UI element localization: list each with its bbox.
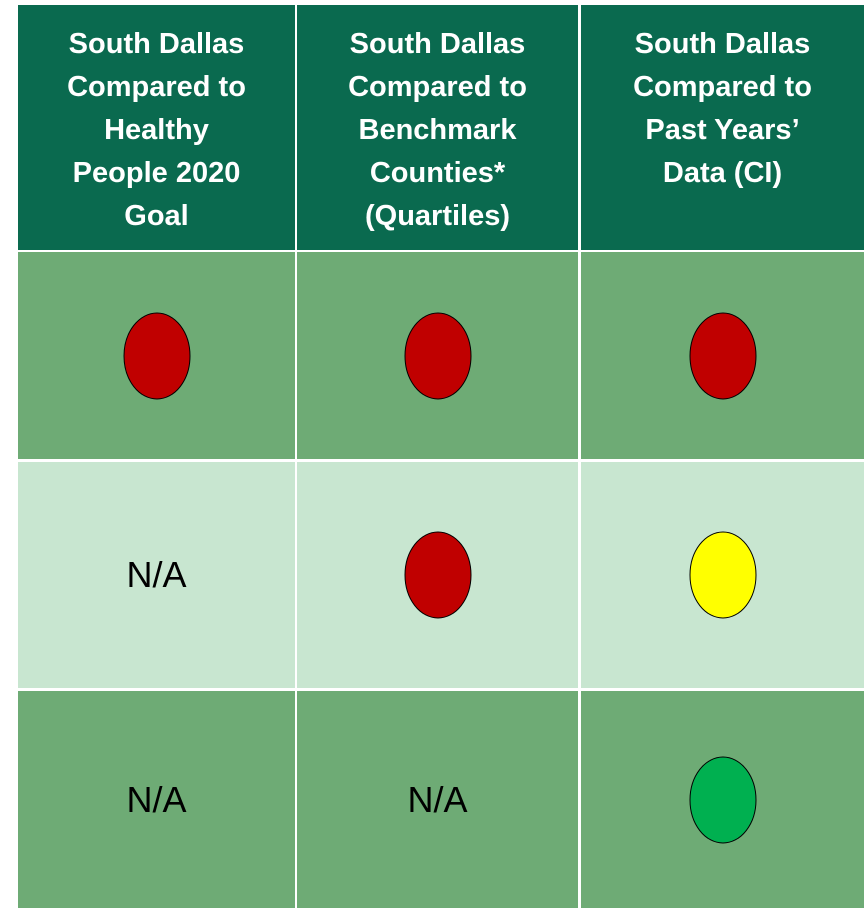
status-icon: [689, 312, 756, 399]
status-icon: [404, 531, 471, 619]
status-dot: [689, 756, 756, 843]
cell-text: N/A: [407, 778, 468, 820]
status-icon: [404, 312, 471, 399]
header-line: (Quartiles): [364, 200, 511, 232]
status-icon: [689, 756, 756, 843]
header-cell: South Dallas Compared to Past Years’ Data (…: [581, 5, 864, 250]
header-cell: South Dallas Compared to Healthy People 202…: [18, 5, 295, 250]
header-cell: South Dallas Compared to Benchmark Counties…: [297, 5, 578, 250]
cell-text: N/A: [126, 554, 187, 595]
header-line: Goal: [124, 200, 189, 232]
header-line: Compared to: [633, 71, 812, 103]
header-line: Compared to: [348, 71, 527, 103]
header-line: Compared to: [67, 71, 246, 103]
table-cell: [581, 691, 864, 908]
table-cell: N/A: [18, 691, 295, 908]
status-icon: [123, 312, 190, 399]
table-cell: [297, 252, 578, 459]
header-line: Benchmark: [358, 114, 517, 146]
status-icon: [689, 531, 756, 619]
header-line: South Dallas: [68, 28, 245, 60]
header-line: Counties*: [369, 157, 506, 189]
header-line: South Dallas: [349, 28, 526, 60]
header-line: Data (CI): [662, 157, 783, 189]
cell-text: N/A: [126, 778, 187, 820]
table-cell: [18, 252, 295, 459]
header-line: Past Years’: [645, 114, 800, 146]
status-dot: [689, 312, 756, 399]
table-cell: N/A: [18, 462, 295, 688]
header-line: People 2020: [72, 157, 241, 189]
table-cell: [581, 252, 864, 459]
status-dot: [404, 531, 471, 619]
status-dot: [123, 312, 190, 399]
table-cell: [581, 462, 864, 688]
header-line: South Dallas: [634, 28, 811, 60]
header-line: Healthy: [104, 114, 209, 146]
status-dot: [689, 531, 756, 619]
table-cell: N/A: [297, 691, 578, 908]
table-cell: [297, 462, 578, 688]
status-dot: [404, 312, 471, 399]
